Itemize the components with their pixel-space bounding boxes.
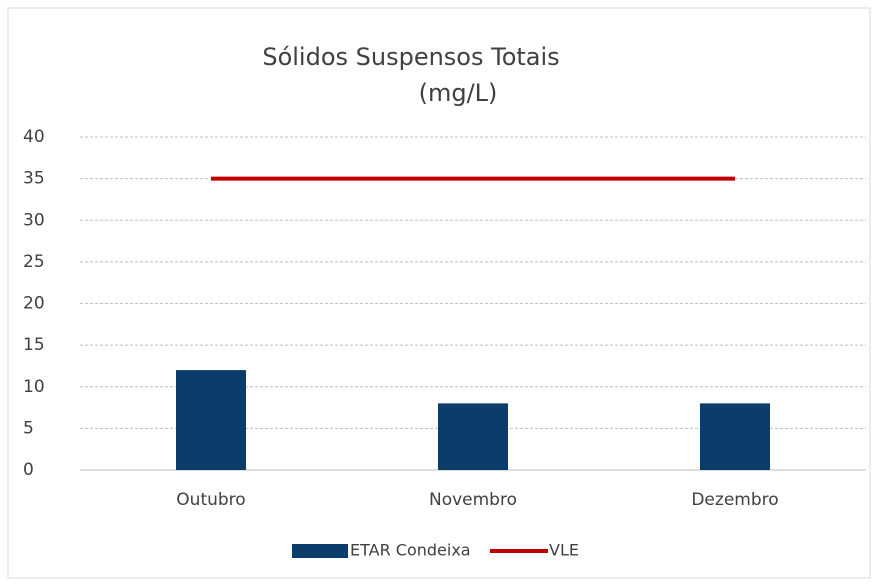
y-tick-label: 5 xyxy=(23,418,34,438)
y-tick-label: 40 xyxy=(23,127,45,147)
y-tick-label: 35 xyxy=(23,169,45,189)
y-tick-label: 20 xyxy=(23,294,45,314)
y-tick-label: 15 xyxy=(23,335,45,355)
chart-title: Sólidos Suspensos Totais xyxy=(262,43,559,71)
y-tick-label: 0 xyxy=(23,460,34,480)
legend-label: VLE xyxy=(549,541,579,560)
legend-label: ETAR Condeixa xyxy=(350,541,471,560)
legend-swatch xyxy=(292,544,348,558)
y-tick-label: 25 xyxy=(23,252,45,272)
bar xyxy=(700,403,770,470)
y-tick-label: 30 xyxy=(23,210,45,230)
x-tick-label: Outubro xyxy=(176,490,245,510)
x-tick-label: Novembro xyxy=(429,490,517,510)
chart-border xyxy=(7,7,871,579)
chart-title: (mg/L) xyxy=(419,79,498,107)
y-tick-label: 10 xyxy=(23,377,45,397)
bar xyxy=(438,403,508,470)
x-tick-label: Dezembro xyxy=(691,490,778,510)
bar xyxy=(176,370,246,470)
